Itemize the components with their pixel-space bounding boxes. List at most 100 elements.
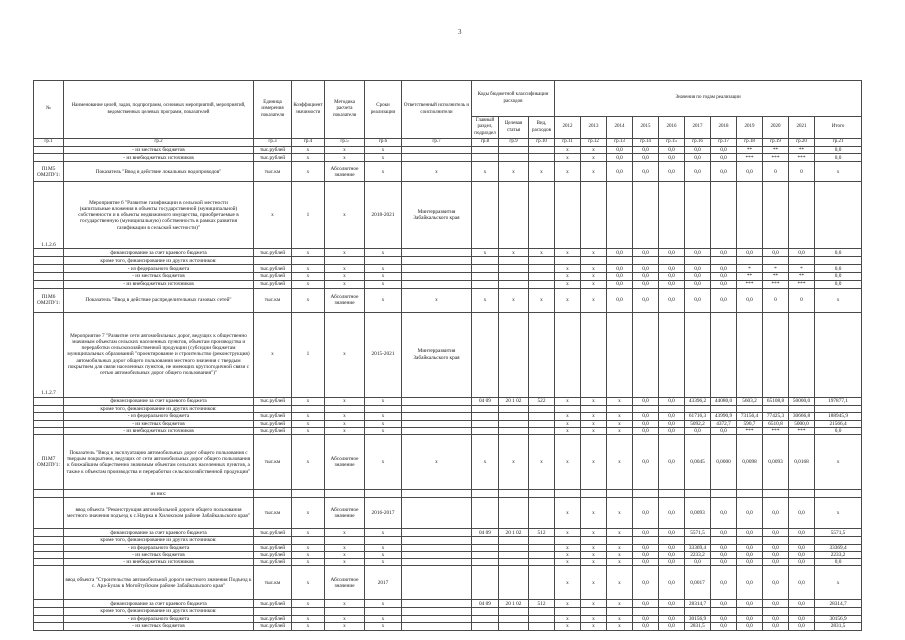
table-row: кроме того, финансирование из других ист… <box>33 536 863 545</box>
cell-code-expense-type <box>528 419 555 429</box>
cell-value-2018: 0,0 <box>710 153 737 163</box>
cell-number <box>33 528 64 538</box>
cell-value-2015: 0,0 <box>632 599 659 609</box>
cell-coefficient: х <box>291 396 325 406</box>
cell-value-2012: х <box>554 621 581 631</box>
cell-value-2017: 0,0093 <box>684 497 711 530</box>
cell-value-2017: 5571,5 <box>684 528 711 538</box>
cell-coefficient: х <box>291 434 325 491</box>
cell-value-2021 <box>788 311 815 398</box>
cell-value-2016: 0,0 <box>658 557 685 567</box>
cell-value-2017 <box>684 256 711 266</box>
cell-method: х <box>324 145 365 155</box>
cell-number <box>33 404 64 413</box>
cell-value-2021 <box>788 489 815 499</box>
cell-name: - из местных бюджетов <box>63 272 254 281</box>
cell-value-2015: 0,0 <box>632 565 659 601</box>
cell-code-expense-type: х <box>528 434 555 491</box>
cell-value-2013: х <box>580 621 607 631</box>
cell-unit <box>253 607 292 616</box>
cell-value-2016: 0,0 <box>658 599 685 609</box>
cell-name: финансирование за счет краевого бюджета <box>63 248 254 258</box>
cell-value-2012: х <box>554 565 581 601</box>
cell-value-2014 <box>606 404 633 413</box>
table-row: П1М6 ОМ2ПУ1: Показатель "Ввод в действие … <box>33 287 863 313</box>
cell-value-2018: 44080,0 <box>710 396 737 406</box>
cell-responsible <box>401 489 472 499</box>
cell-responsible <box>401 497 472 530</box>
cell-value-2020: *** <box>762 279 789 289</box>
cell-value-2015: 0,0 <box>632 396 659 406</box>
table-row: финансирование за счет краевого бюджета т… <box>33 248 863 258</box>
cell-name: - из местных бюджетов <box>63 419 254 429</box>
cell-unit: х <box>253 311 292 398</box>
cell-term: х <box>364 599 402 609</box>
cell-code-expense-type <box>528 256 555 266</box>
cell-value-2020: 0,0 <box>762 543 789 552</box>
cell-value-2016: 0,0 <box>658 614 685 623</box>
cell-value-2012: х <box>554 497 581 530</box>
cell-value-2019: 0,0098 <box>736 434 763 491</box>
gr-label-16: гр.16 <box>684 138 711 147</box>
cell-value-2017: 2831,5 <box>684 621 711 631</box>
cell-name: кроме того, финансирование из других ист… <box>63 256 254 266</box>
cell-value-2012: х <box>554 419 581 429</box>
cell-value-2021: 30666,8 <box>788 411 815 421</box>
cell-value-2015: 0,0 <box>632 426 659 436</box>
cell-value-2017: 0,0045 <box>684 434 711 491</box>
cell-code-section: 04 09 <box>471 528 499 538</box>
cell-value-2021: *** <box>788 279 815 289</box>
table-row: - из внебюджетных источников тыс.рублей х х… <box>33 557 863 567</box>
cell-method: х <box>324 411 365 421</box>
cell-coefficient: х <box>291 621 325 631</box>
cell-unit: тыс.рублей <box>253 426 292 436</box>
cell-code-expense-type <box>528 614 555 623</box>
cell-value-2016: 0,0 <box>658 272 685 281</box>
cell-code-expense-type <box>528 489 555 499</box>
cell-code-target-item <box>498 426 529 436</box>
cell-value-2018: 0,0 <box>710 614 737 623</box>
cell-value-total <box>813 311 863 398</box>
cell-value-2012: х <box>554 248 581 258</box>
budget-code-col-header-3: Вид, расходов <box>528 116 555 139</box>
cell-code-expense-type <box>528 607 555 616</box>
cell-code-expense-type <box>528 264 555 274</box>
cell-value-2017: 0,0 <box>684 145 711 155</box>
cell-code-target-item: 20 1 02 <box>498 528 529 538</box>
cell-term: х <box>364 279 402 289</box>
cell-value-2014: х <box>606 434 633 491</box>
cell-code-target-item <box>498 181 529 250</box>
cell-value-2021: 0,0 <box>788 614 815 623</box>
cell-value-2012: х <box>554 264 581 274</box>
cell-value-2013: х <box>580 287 607 313</box>
cell-number <box>33 411 64 421</box>
cell-value-2021: 0,0 <box>788 248 815 258</box>
cell-value-2019: 0,0 <box>736 614 763 623</box>
cell-value-2015: 0,0 <box>632 557 659 567</box>
cell-value-2014: х <box>606 419 633 429</box>
cell-value-2019: * <box>736 264 763 274</box>
cell-value-2016: 0,0 <box>658 161 685 183</box>
cell-term: х <box>364 528 402 538</box>
cell-name: - из местных бюджетов <box>63 550 254 560</box>
cell-value-2018 <box>710 181 737 250</box>
cell-term: х <box>364 287 402 313</box>
cell-value-2017: 0,0 <box>684 272 711 281</box>
cell-method: Абсолютное значение <box>324 434 365 491</box>
cell-value-total: 33369,4 <box>813 543 863 552</box>
cell-value-2014: х <box>606 497 633 530</box>
cell-value-2012: х <box>554 396 581 406</box>
cell-number <box>33 279 64 289</box>
cell-unit: тыс.км <box>253 287 292 313</box>
gr-label-21: гр.21 <box>813 138 863 147</box>
cell-unit: тыс.рублей <box>253 153 292 163</box>
cell-unit: тыс.рублей <box>253 419 292 429</box>
cell-value-2014: х <box>606 565 633 601</box>
cell-number <box>33 145 64 155</box>
cell-value-2013: х <box>580 528 607 538</box>
cell-code-section <box>471 557 499 567</box>
cell-value-2018: 0,0 <box>710 528 737 538</box>
cell-value-2021: 0,0 <box>788 550 815 560</box>
cell-method: х <box>324 272 365 281</box>
cell-value-2017: 0,0 <box>684 287 711 313</box>
